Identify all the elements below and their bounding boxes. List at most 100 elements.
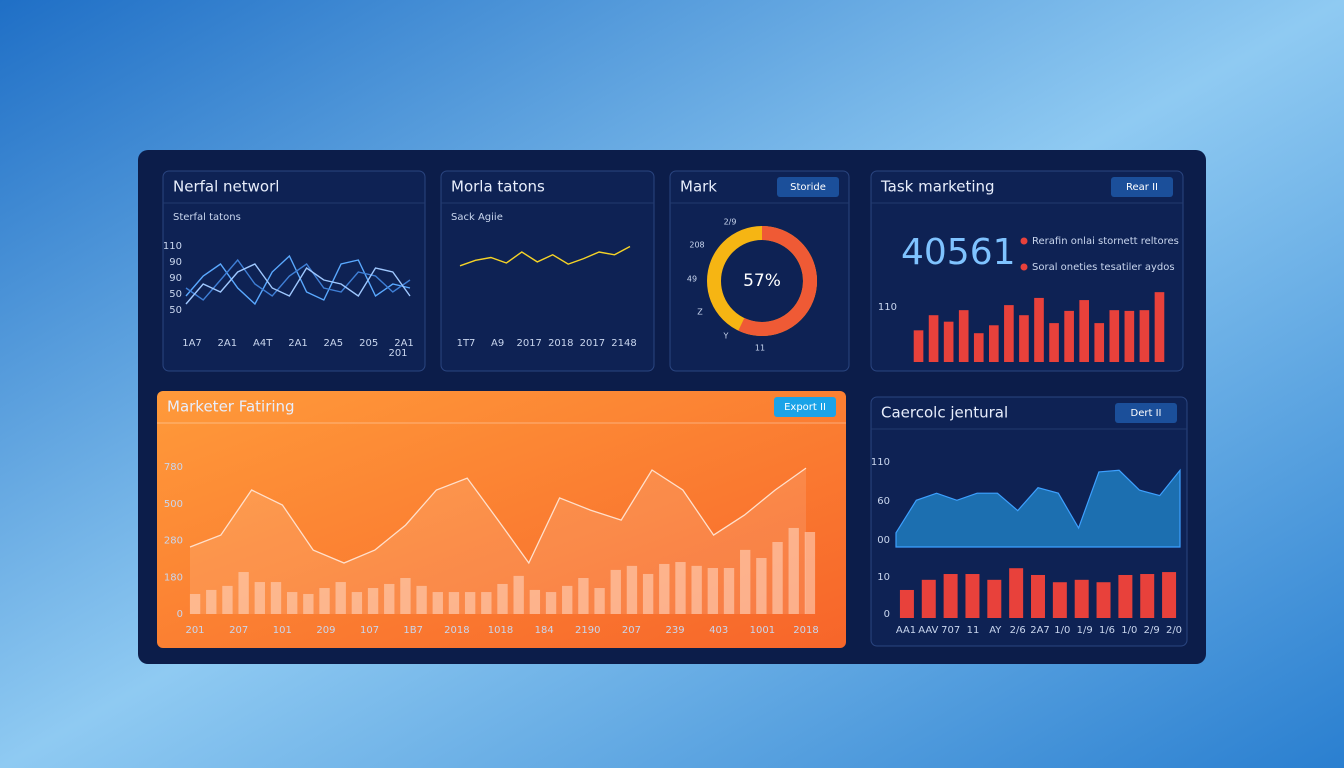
bar [238,572,249,614]
bar [1004,305,1014,362]
line [185,254,411,306]
axis-label: 1018 [488,625,513,636]
bar [1031,574,1045,618]
bar [1109,310,1120,362]
axis-label: 2A1 [288,338,308,349]
axis-label: 101 [273,625,292,636]
y-tick-label: 780 [164,462,183,473]
bar [529,589,541,614]
button-label[interactable]: Rear II [1126,182,1158,193]
axis-label: 207 [622,625,641,636]
bar [1162,572,1177,618]
bar [1009,568,1024,618]
card [440,170,655,372]
button-label[interactable]: Export II [784,402,826,413]
axis-note: 201 [388,348,407,359]
card-title: Caercolc jentural [881,404,1008,422]
bar [804,531,816,614]
bar [319,588,330,614]
line [459,245,631,267]
card-title: Mark [680,178,717,196]
bar [448,592,460,614]
y-tick-label: 0 [884,609,890,620]
axis-label: 2/0 [1166,625,1182,636]
bar [1074,579,1089,618]
axis-label: 208 [689,241,704,250]
axis-label: 2190 [575,625,600,636]
y-tick-label: 10 [877,572,890,583]
line [185,258,411,301]
button[interactable] [1115,403,1177,423]
y-tick-label: 90 [169,273,182,284]
bar [987,579,1002,618]
bar [1049,323,1059,362]
button[interactable] [774,397,836,417]
bar [432,592,443,614]
bar [416,585,427,614]
axis-label: 1/6 [1099,625,1115,636]
button-label[interactable]: Dert II [1131,408,1162,419]
kpi: 40561 [901,232,1016,273]
bar [989,325,999,362]
bar [958,310,969,362]
bar [400,578,411,614]
axis-label: 2018 [444,625,469,636]
bar [1094,323,1105,362]
bar [481,592,492,614]
axis-label: 2148 [611,338,636,349]
y-tick-label: 50 [169,305,182,316]
axis-label: 11 [755,344,765,353]
button-label[interactable]: Storide [790,182,826,193]
axis-label: 239 [666,625,685,636]
bar [973,333,984,362]
axis-label: 2017 [580,338,605,349]
bar [691,565,702,614]
y-tick-label: 500 [164,499,183,510]
area [895,468,1181,548]
y-tick-label: 50 [169,289,182,300]
bar [756,557,767,614]
bar [659,563,670,614]
line [189,467,807,565]
bar [965,574,980,618]
axis-label: 2/9 [1144,625,1160,636]
bar [303,593,314,614]
y-tick-label: 180 [164,572,183,583]
y-tick-label: 00 [877,535,890,546]
axis-label: 2/6 [1010,625,1026,636]
card-title: Nerfal networl [173,178,279,196]
bar [642,573,654,614]
bar [1064,310,1074,362]
axis-label: 1/9 [1077,625,1093,636]
bar [286,592,298,614]
y-tick-label: 90 [169,257,182,268]
axis-label: Y [723,332,729,341]
card-subtitle: Sack Agiie [451,212,503,223]
axis-label: 1/0 [1054,625,1070,636]
bar [545,592,557,614]
axis-label: 207 [229,625,248,636]
legend-dot [1020,263,1028,271]
card [162,170,426,372]
donut-value [707,226,817,336]
bar [740,549,751,614]
legend-dot [1020,237,1028,245]
axis-label: 1T7 [457,338,476,349]
bar [562,585,573,614]
bar [351,592,363,614]
axis-label: 1A7 [182,338,202,349]
bar [788,527,799,614]
y-tick-label: 60 [877,496,890,507]
axis-label: 49 [687,275,697,284]
button[interactable] [1111,177,1173,197]
axis-label: 1/0 [1121,625,1137,636]
donut-label: 57% [743,271,781,291]
bar [943,321,954,362]
bar [707,567,719,614]
button[interactable] [777,177,839,197]
axis-label: AA1 [896,625,916,636]
bar [1124,310,1135,362]
bar [222,585,233,614]
axis-label: 209 [316,625,335,636]
bar [578,578,589,614]
